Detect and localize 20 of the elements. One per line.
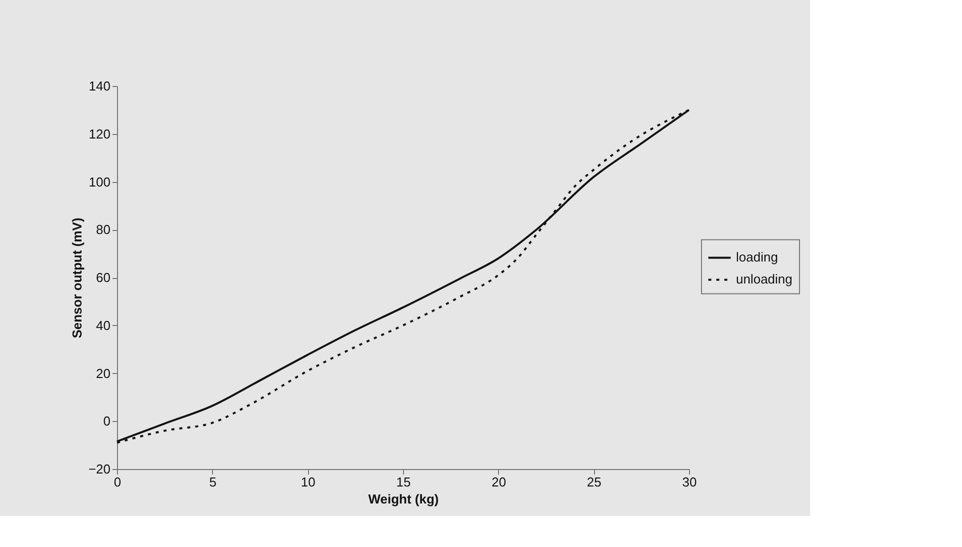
y-tick-label: 140	[88, 78, 110, 94]
y-tick-label: 0	[103, 414, 110, 429]
x-tick-label: 20	[492, 474, 506, 490]
y-tick-label: 120	[88, 126, 110, 142]
x-tick-label: 5	[209, 474, 216, 490]
x-tick-label: 0	[114, 474, 122, 490]
y-tick-label: 100	[88, 174, 110, 190]
x-tick-label: 25	[586, 474, 602, 490]
legend-label: unloading	[736, 272, 792, 287]
y-tick-label: 40	[96, 318, 110, 333]
legend-label: loading	[736, 250, 778, 265]
x-tick-label: 15	[396, 474, 411, 490]
y-tick-label: 20	[96, 366, 110, 381]
x-tick-label: 10	[300, 474, 316, 490]
x-tick-label: 30	[682, 474, 697, 490]
y-tick-label: 80	[96, 222, 110, 238]
y-tick-label: 60	[96, 270, 110, 285]
y-axis-title: Sensor output (mV)	[69, 218, 84, 338]
x-axis-title: Weight (kg)	[368, 492, 439, 506]
y-tick-label: −20	[88, 462, 110, 476]
